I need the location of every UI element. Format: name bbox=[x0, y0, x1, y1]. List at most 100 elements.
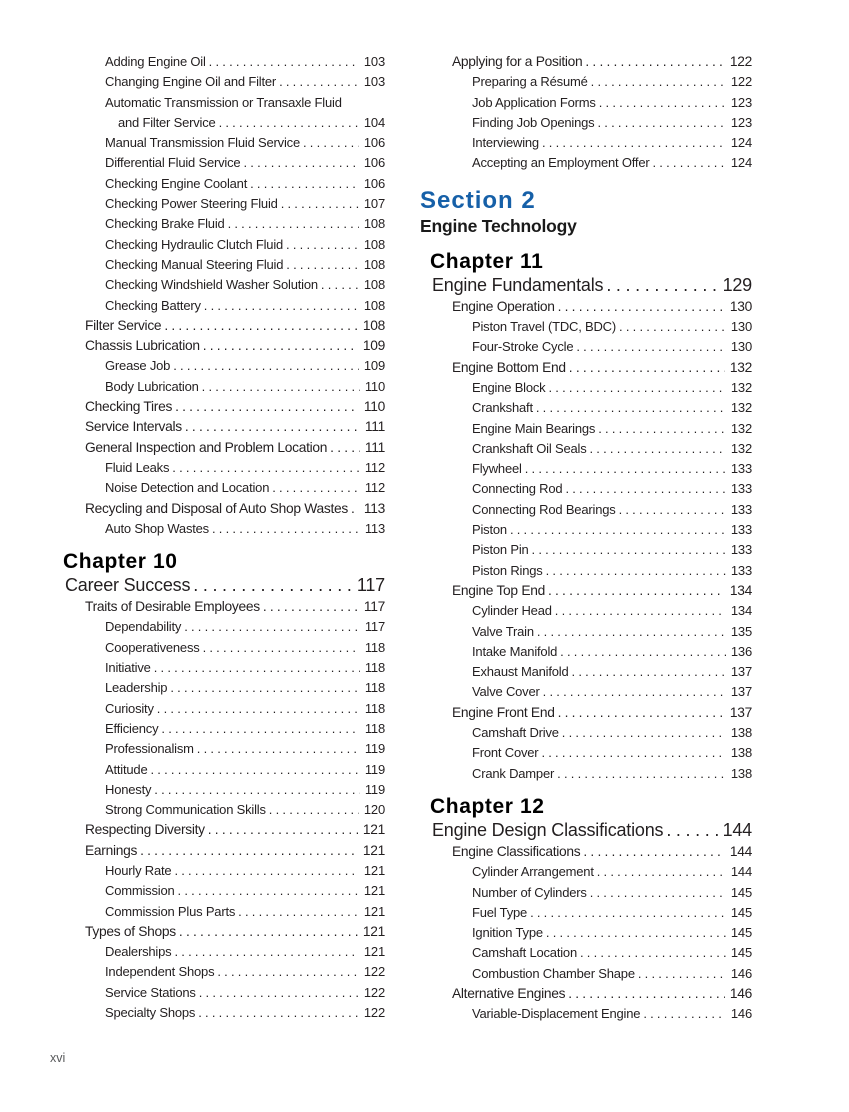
toc-entry: Valve Train 135 bbox=[430, 622, 752, 642]
toc-entry: Differential Fluid Service 106 bbox=[63, 153, 385, 173]
toc-entry: Cylinder Arrangement 144 bbox=[430, 862, 752, 882]
toc-entry-page: 109 bbox=[362, 338, 385, 354]
toc-entry-page: 117 bbox=[364, 619, 385, 635]
toc-entry-label: Camshaft Drive bbox=[472, 725, 559, 741]
toc-entry-label: Dealerships bbox=[105, 944, 172, 960]
toc-entry: Checking Tires 110 bbox=[63, 397, 385, 417]
dot-leader bbox=[537, 622, 726, 642]
dot-leader bbox=[569, 358, 725, 378]
toc-entry-page: 121 bbox=[363, 883, 385, 899]
dot-leader bbox=[557, 764, 726, 784]
toc-entry: Camshaft Location 145 bbox=[430, 943, 752, 963]
dot-leader bbox=[204, 296, 359, 316]
dot-leader bbox=[565, 479, 725, 499]
toc-entry-label: Variable-Displacement Engine bbox=[472, 1006, 641, 1022]
toc-entry: Alternative Engines 146 bbox=[430, 984, 752, 1004]
toc-entry-label: and Filter Service bbox=[118, 114, 216, 130]
dot-leader bbox=[161, 719, 359, 739]
dot-leader bbox=[548, 581, 725, 601]
toc-entry-page: 119 bbox=[364, 741, 385, 757]
toc-entry-page: 118 bbox=[364, 639, 385, 655]
toc-entry: Crank Damper 138 bbox=[430, 764, 752, 784]
toc-entry-label: Finding Job Openings bbox=[472, 114, 595, 130]
dot-leader bbox=[157, 699, 360, 719]
toc-entry: Initiative 118 bbox=[63, 658, 385, 678]
dot-leader bbox=[140, 841, 358, 861]
toc-entry-label: Interviewing bbox=[472, 135, 539, 151]
toc-entry-label: Engine Operation bbox=[452, 298, 555, 314]
toc-column-left: Adding Engine Oil103Changing Engine Oil … bbox=[63, 52, 385, 1023]
toc-entry-page: 137 bbox=[730, 664, 752, 680]
dot-leader bbox=[351, 499, 359, 519]
toc-entry: Independent Shops 122 bbox=[63, 962, 385, 982]
toc-entry: Engine Operation 130 bbox=[430, 297, 752, 317]
toc-entry-label: Traits of Desirable Employees bbox=[85, 599, 260, 615]
chapter-page: 129 bbox=[722, 274, 753, 295]
toc-entry-page: 118 bbox=[364, 700, 385, 716]
toc-entry-page: 146 bbox=[729, 985, 752, 1001]
toc-entry: Job Application Forms 123 bbox=[430, 93, 752, 113]
toc-entry: Changing Engine Oil and Filter 103 bbox=[63, 72, 385, 92]
toc-entry-page: 103 bbox=[363, 74, 385, 90]
toc-entry-page: 133 bbox=[730, 481, 752, 497]
toc-entry-page: 137 bbox=[730, 684, 752, 700]
toc-entry: Checking Battery 108 bbox=[63, 296, 385, 316]
toc-entry-label: Engine Front End bbox=[452, 704, 555, 720]
toc-entry-page: 103 bbox=[363, 54, 385, 69]
toc-entry-page: 106 bbox=[363, 135, 385, 151]
dot-leader bbox=[568, 984, 725, 1004]
toc-entry-label: Applying for a Position bbox=[452, 54, 583, 69]
toc-entry-page: 133 bbox=[730, 542, 752, 558]
toc-entry: Number of Cylinders 145 bbox=[430, 883, 752, 903]
toc-entries: Applying for a Position122Preparing a Ré… bbox=[430, 52, 752, 174]
toc-entry: Honesty 119 bbox=[63, 780, 385, 800]
dot-leader bbox=[179, 922, 358, 942]
toc-entry-page: 130 bbox=[730, 339, 752, 355]
dot-leader bbox=[599, 93, 726, 113]
dot-leader bbox=[175, 397, 359, 417]
toc-entry: Engine Front End 137 bbox=[430, 703, 752, 723]
toc-entry-page: 138 bbox=[730, 725, 752, 741]
toc-entry: Checking Manual Steering Fluid 108 bbox=[63, 255, 385, 275]
toc-entry-page: 133 bbox=[730, 522, 752, 538]
dot-leader bbox=[597, 862, 726, 882]
toc-entry-page: 132 bbox=[729, 359, 752, 375]
toc-entry-label: Cylinder Head bbox=[472, 603, 552, 619]
chapter-heading: Chapter 10 bbox=[63, 550, 178, 574]
dot-leader bbox=[543, 682, 726, 702]
toc-entry-page: 130 bbox=[730, 319, 752, 335]
toc-entry-label: Specialty Shops bbox=[105, 1005, 196, 1021]
toc-entry: Recycling and Disposal of Auto Shop Wast… bbox=[63, 499, 385, 519]
dot-leader bbox=[228, 214, 359, 234]
toc-entry-page: 144 bbox=[730, 864, 752, 880]
dot-leader bbox=[263, 597, 359, 617]
chapter-title: Engine Design Classifications bbox=[432, 819, 664, 840]
toc-entry-page: 112 bbox=[364, 459, 385, 475]
toc-entry-label: Exhaust Manifold bbox=[472, 664, 569, 680]
toc-entry-label: Piston Pin bbox=[472, 542, 529, 558]
toc-entry-page: 119 bbox=[364, 761, 385, 777]
toc-entry: Service Intervals 111 bbox=[63, 417, 385, 437]
toc-entry-page: 133 bbox=[730, 562, 752, 578]
dot-leader bbox=[590, 883, 726, 903]
toc-entry-page: 121 bbox=[363, 903, 385, 919]
toc-entry-page: 112 bbox=[364, 480, 385, 496]
toc-entry: Checking Power Steering Fluid 107 bbox=[63, 194, 385, 214]
toc-entry-page: 145 bbox=[730, 925, 752, 941]
dot-leader bbox=[151, 760, 360, 780]
toc-entry-page: 133 bbox=[730, 461, 752, 477]
toc-entry-page: 107 bbox=[363, 196, 385, 212]
dot-leader bbox=[238, 902, 359, 922]
dot-leader bbox=[193, 574, 352, 597]
toc-entry: Cooperativeness 118 bbox=[63, 638, 385, 658]
dot-leader bbox=[590, 439, 726, 459]
toc-entry-label: Flywheel bbox=[472, 461, 522, 477]
toc-entry-label: Piston Rings bbox=[472, 562, 543, 578]
toc-entry: Interviewing 124 bbox=[430, 133, 752, 153]
toc-entry-label: Checking Battery bbox=[105, 297, 201, 313]
dot-leader bbox=[572, 662, 726, 682]
toc-entry-page: 111 bbox=[364, 439, 385, 455]
toc-entry: Piston Rings 133 bbox=[430, 561, 752, 581]
toc-entry: Professionalism 119 bbox=[63, 739, 385, 759]
